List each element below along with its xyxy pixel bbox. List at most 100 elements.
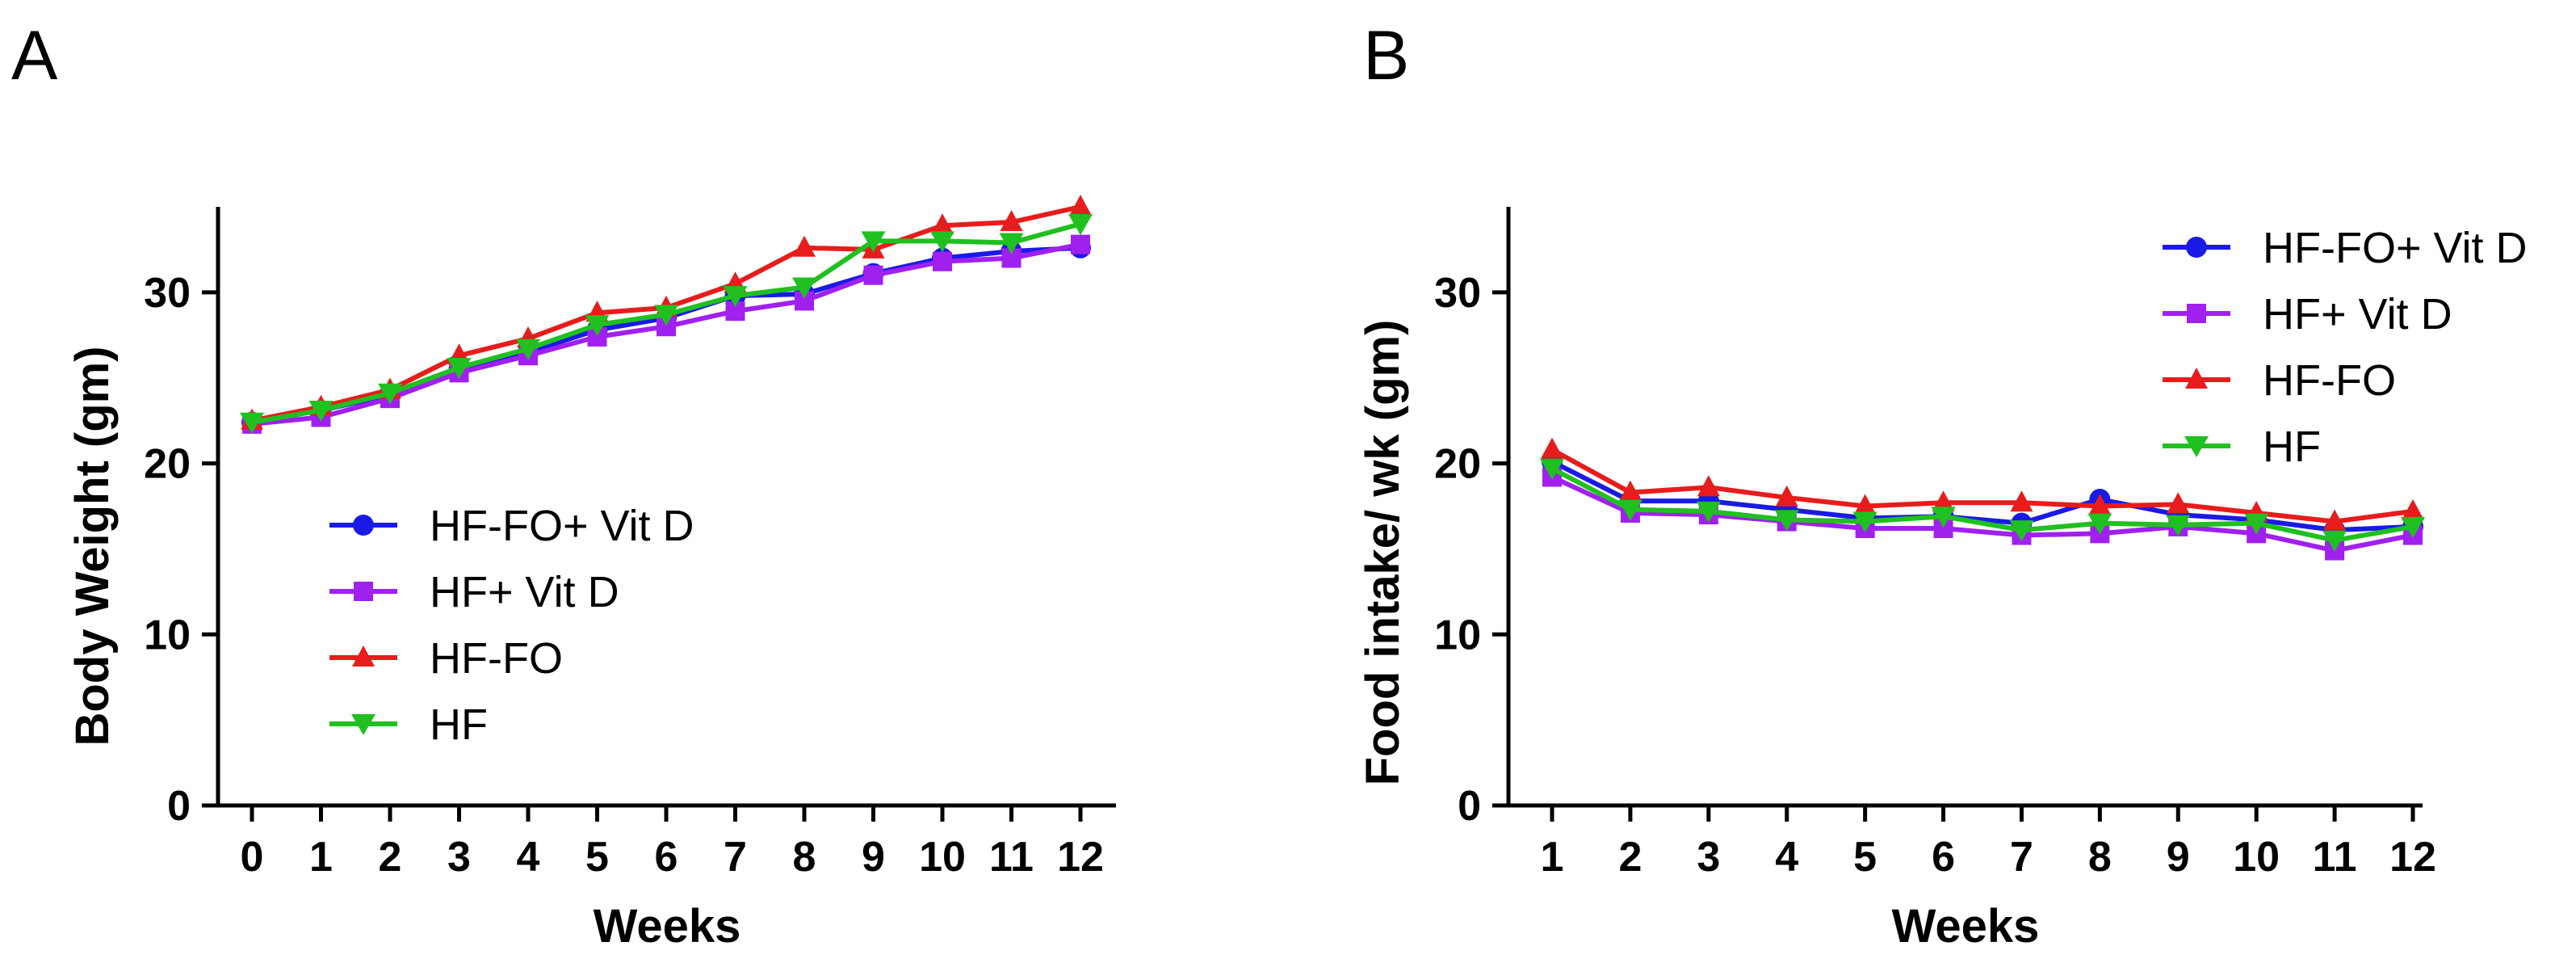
panel-b-x-tick-label: 4 <box>1775 834 1798 881</box>
panel-a-legend: HF-FO+ Vit D HF+ Vit D HF-FO HF <box>329 502 694 749</box>
panel-b-data-point <box>1697 475 1720 497</box>
panel-a-label: A <box>11 17 58 95</box>
panel-a-legend-item: HF-FO <box>329 634 563 683</box>
panel-a-data-point <box>240 412 264 434</box>
panel-a-data-point <box>863 265 883 285</box>
panel-b-y-tick-label: 0 <box>1458 783 1481 830</box>
panel-a-series-3 <box>240 214 1093 434</box>
panel-b-legend-item: HF-FO+ Vit D <box>2163 224 2528 272</box>
panel-a-y-tick-label: 30 <box>144 270 191 317</box>
panel-b-data-point <box>2323 509 2347 531</box>
panel-b-x-tick-label: 12 <box>2389 834 2436 881</box>
panel-b-data-point <box>2009 520 2034 542</box>
panel-a-legend-item: HF-FO+ Vit D <box>329 502 694 550</box>
panel-a-legend-marker <box>351 714 375 735</box>
panel-a-x-tick-label: 0 <box>241 834 264 881</box>
panel-b-series-line <box>1550 466 2414 543</box>
panel-a-y-tick-label: 10 <box>144 612 191 658</box>
panel-b-x-tick-label: 7 <box>2010 834 2033 881</box>
panel-a-y-tick-label: 20 <box>144 441 191 488</box>
panel-b-x-tick-label: 9 <box>2167 834 2190 881</box>
panel-a-x-tick-label: 6 <box>655 834 678 881</box>
panel-a-legend-label: HF-FO+ Vit D <box>430 502 694 550</box>
panel-a-legend-label: HF+ Vit D <box>430 568 619 616</box>
panel-b-legend: HF-FO+ Vit D HF+ Vit D HF-FO HF <box>2163 224 2528 471</box>
panel-b-x-axis-title: Weeks <box>1892 900 2040 952</box>
panel-a-legend-marker <box>354 582 373 601</box>
panel-a-data-point <box>1068 214 1093 236</box>
panel-b-x-tick-label: 5 <box>1853 834 1877 881</box>
panel-b-data-point <box>2244 513 2269 535</box>
panel-a-data-point <box>516 339 540 360</box>
panel-b-y-tick-label: 30 <box>1434 270 1481 317</box>
panel-b-data-point <box>1541 437 1563 459</box>
panel-a-x-tick-label: 9 <box>862 834 885 881</box>
panel-a-legend-item: HF+ Vit D <box>329 568 619 616</box>
panel-b-x-tick-label: 1 <box>1541 834 1564 881</box>
panel-a-data-point <box>654 305 678 326</box>
panel-a-data-point <box>378 383 402 405</box>
panel-a-legend-marker <box>352 646 375 667</box>
panel-b-data-point <box>2322 530 2347 552</box>
panel-a-x-tick-label: 8 <box>793 834 816 881</box>
panel-b-data-point <box>1617 499 1643 521</box>
panel-b-data-point <box>1852 511 1877 533</box>
panel-a-x-tick-label: 12 <box>1057 834 1104 881</box>
panel-a-x-tick-label: 11 <box>989 834 1034 881</box>
panel-b-x-tick-label: 8 <box>2088 834 2112 881</box>
panel-b-legend-marker <box>2185 368 2208 389</box>
panel-b-x-tick-label: 2 <box>1618 834 1642 881</box>
panel-a-data-point <box>447 358 472 380</box>
panel-b-legend-marker <box>2184 436 2209 457</box>
panel-b-series-3 <box>1540 458 2425 552</box>
panel-b-legend-item: HF <box>2163 423 2321 471</box>
panel-b-data-point <box>1540 458 1564 480</box>
panel-b-x-tick-label: 10 <box>2233 834 2280 881</box>
panel-b-data-point <box>1775 485 1798 507</box>
panel-b-legend-marker <box>2186 237 2207 258</box>
panel-b-legend-label: HF-FO <box>2263 356 2396 405</box>
panel-b-series-2 <box>1541 437 2424 531</box>
panel-b-legend-item: HF-FO <box>2163 356 2396 405</box>
panel-b-x-tick-label: 3 <box>1697 834 1720 881</box>
panel-b-y-tick-label: 10 <box>1434 612 1481 658</box>
panel-a-y-axis-title: Body Weight (gm) <box>66 346 119 746</box>
panel-a-legend-label: HF <box>430 700 488 749</box>
panel-b-data-point <box>1853 494 1877 515</box>
panel-b-data-point <box>1774 510 1799 532</box>
panel-a-data-point <box>999 233 1024 254</box>
panel-a-data-point <box>723 286 748 308</box>
panel-a-x-tick-label: 4 <box>517 834 540 881</box>
panel-a-x-tick-label: 2 <box>379 834 402 881</box>
panel-a-legend-label: HF-FO <box>430 634 563 683</box>
panel-a-y-tick-label: 0 <box>167 783 191 830</box>
panel-a-series-1 <box>242 234 1090 434</box>
panel-b-series-line <box>1550 448 2414 524</box>
panel-b-data-point <box>2010 490 2033 512</box>
panel-a-x-tick-label: 10 <box>919 834 966 881</box>
panel-a-x-tick-label: 3 <box>447 834 471 881</box>
panel-a-data-point <box>861 231 886 253</box>
panel-b-legend-label: HF <box>2263 423 2321 471</box>
panel-a-data-point <box>1069 195 1092 216</box>
panel-b-x-tick-label: 11 <box>2313 834 2357 881</box>
panel-b-label: B <box>1363 17 1409 95</box>
panel-b-y-tick-label: 20 <box>1434 441 1481 488</box>
panel-b-series-line <box>1550 474 2414 553</box>
panel-b-legend-label: HF-FO+ Vit D <box>2263 224 2528 272</box>
panel-a-data-point <box>933 251 952 271</box>
panel-b-legend-label: HF+ Vit D <box>2263 290 2452 339</box>
panel-b-data-point <box>2088 494 2112 515</box>
panel-b-data-point <box>1932 490 1955 512</box>
panel-a-legend-item: HF <box>329 700 488 749</box>
panel-b-data-point <box>2167 492 2190 514</box>
panel-b-data-point <box>2087 513 2112 535</box>
panel-a-data-point <box>585 315 610 337</box>
panel-b-data-point <box>2166 515 2191 536</box>
panel-a-data-point <box>792 277 816 299</box>
panel-b-data-point <box>2402 498 2424 520</box>
panel-a-data-point <box>931 213 954 235</box>
